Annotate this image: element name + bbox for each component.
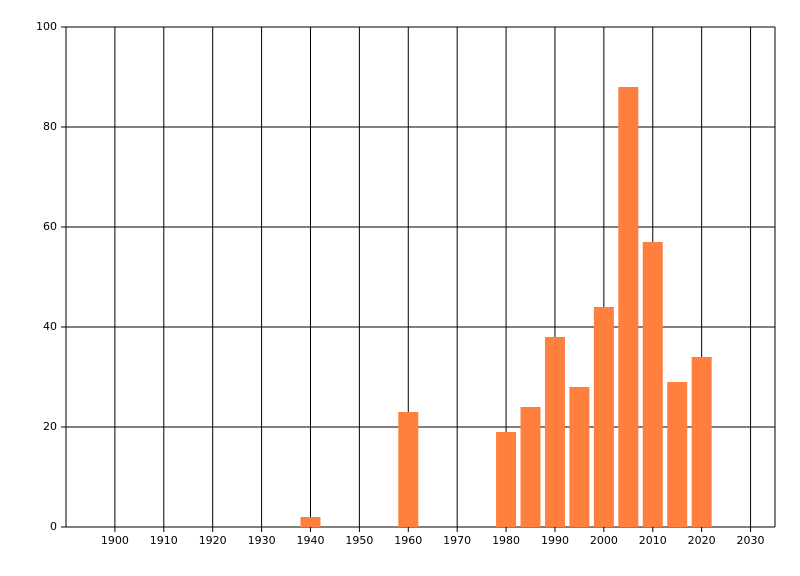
x-tick-label: 2010 xyxy=(639,534,667,547)
y-tick-label: 40 xyxy=(43,320,57,333)
x-tick-label: 1970 xyxy=(443,534,471,547)
x-tick-label: 1940 xyxy=(296,534,324,547)
bar xyxy=(593,307,614,527)
bar xyxy=(691,357,712,527)
x-tick-label: 2030 xyxy=(737,534,765,547)
bar xyxy=(618,87,639,527)
x-tick-label: 1990 xyxy=(541,534,569,547)
y-tick-label: 20 xyxy=(43,420,57,433)
x-tick-label: 1910 xyxy=(150,534,178,547)
x-tick-label: 1900 xyxy=(101,534,129,547)
bar xyxy=(544,337,565,527)
x-tick-label: 2020 xyxy=(688,534,716,547)
bar xyxy=(642,242,663,527)
y-tick-label: 60 xyxy=(43,220,57,233)
bar xyxy=(496,432,517,527)
bar xyxy=(520,407,541,527)
y-tick-label: 80 xyxy=(43,120,57,133)
bar xyxy=(398,412,419,527)
x-tick-label: 1930 xyxy=(248,534,276,547)
x-tick-label: 2000 xyxy=(590,534,618,547)
y-tick-label: 0 xyxy=(50,520,57,533)
bar xyxy=(300,517,321,527)
x-tick-label: 1920 xyxy=(199,534,227,547)
x-tick-label: 1980 xyxy=(492,534,520,547)
x-tick-label: 1950 xyxy=(345,534,373,547)
y-tick-label: 100 xyxy=(36,20,57,33)
bar xyxy=(569,387,590,527)
bar xyxy=(667,382,688,527)
x-tick-label: 1960 xyxy=(394,534,422,547)
